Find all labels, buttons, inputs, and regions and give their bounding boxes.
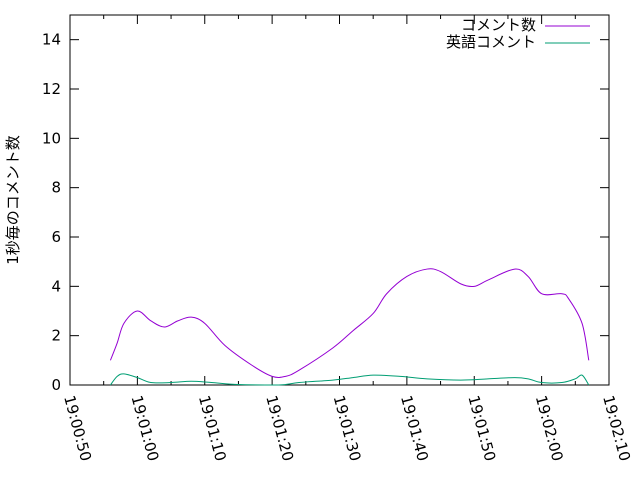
x-tick-label: 19:01:30 <box>330 393 365 463</box>
y-tick-label: 6 <box>51 228 61 246</box>
x-tick-label: 19:02:10 <box>599 393 634 463</box>
y-tick-label: 10 <box>42 129 61 147</box>
x-tick-label: 19:01:20 <box>262 393 297 463</box>
series-line-0 <box>109 268 590 378</box>
x-tick-label: 19:01:00 <box>128 393 163 463</box>
y-tick-label: 4 <box>51 277 61 295</box>
y-tick-label: 12 <box>42 80 61 98</box>
x-tick-label: 19:00:50 <box>60 393 95 463</box>
y-tick-label: 2 <box>51 327 61 345</box>
y-tick-label: 0 <box>51 376 61 394</box>
x-tick-label: 19:02:00 <box>532 393 567 463</box>
legend: コメント数 英語コメント <box>446 16 590 51</box>
y-tick-label: 14 <box>42 31 61 49</box>
y-tick-label: 8 <box>51 179 61 197</box>
y-axis-label: 1秒毎のコメント数 <box>4 135 22 265</box>
x-tick-label: 19:01:10 <box>195 393 230 463</box>
x-tick-label: 19:01:40 <box>397 393 432 463</box>
plot-border <box>69 14 610 386</box>
legend-label-1: 英語コメント <box>446 33 536 51</box>
legend-label-0: コメント数 <box>461 16 536 34</box>
series-line-1 <box>110 373 590 386</box>
x-tick-label: 19:01:50 <box>464 393 499 463</box>
